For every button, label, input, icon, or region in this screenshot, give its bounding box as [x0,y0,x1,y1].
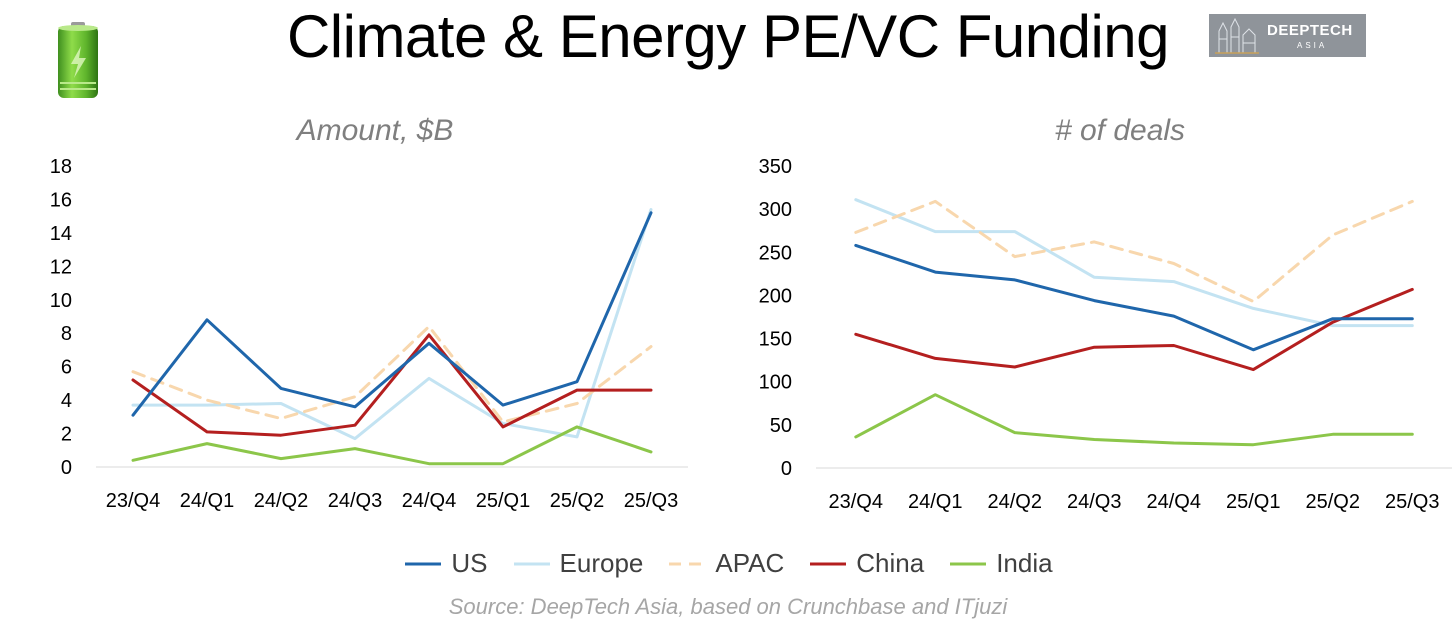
series-line-china [854,287,1414,372]
deeptech-asia-logo: DEEPTECH ASIA [1209,14,1366,57]
legend-item-apac: APAC [667,548,784,579]
legend-swatch [950,562,987,565]
logo-title: DEEPTECH [1267,22,1353,39]
legend-label: APAC [715,548,785,578]
deals-line-chart: 0 50 100 150 200 250 300 350 23/Q4 24/Q1 24/Q2 24/Q… [759,156,1452,513]
x-tick-label: 24/Q3 [328,490,382,512]
deals-chart-subtitle: # of deals [1054,114,1186,147]
skyline-icon [1215,17,1259,54]
y-tick-label: 16 [50,189,72,211]
x-tick-label: 24/Q2 [988,491,1042,513]
legend-item-china: China [808,548,924,579]
x-tick-label: 23/Q4 [106,490,160,512]
amount-chart-subtitle: Amount, $B [296,114,454,147]
x-tick-label: 24/Q3 [1067,491,1121,513]
x-tick-label: 24/Q1 [908,491,962,513]
legend-label: India [996,548,1053,578]
source-note: Source: DeepTech Asia, based on Crunchba… [448,594,1008,619]
x-tick-label: 24/Q4 [1147,491,1201,513]
y-tick-label: 4 [61,390,72,412]
series-line-us [854,243,1414,352]
series-line-india [854,393,1414,447]
legend-item-us: US [403,548,488,579]
y-tick-label: 14 [50,223,72,245]
y-tick-label: 150 [759,329,792,351]
x-tick-label: 25/Q3 [624,490,678,512]
x-tick-label: 25/Q2 [1306,491,1360,513]
y-tick-label: 200 [759,285,792,307]
series-line-apac [131,325,653,424]
y-tick-label: 6 [61,357,72,379]
legend-label: Europe [559,548,644,578]
series-line-apac [854,199,1414,303]
y-tick-label: 350 [759,156,792,178]
series-line-europe [854,198,1414,328]
x-tick-label: 25/Q1 [1226,491,1280,513]
legend-label: China [856,548,925,578]
amount-line-chart: 0 2 4 6 8 10 12 14 16 18 23/Q4 24/Q1 24/Q2 24/Q3 24/Q4… [50,156,688,512]
x-tick-label: 25/Q2 [550,490,604,512]
page-title: Climate & Energy PE/VC Funding [286,3,1170,70]
y-tick-label: 18 [50,156,72,178]
series-line-china [131,333,653,437]
legend-swatch [513,562,550,565]
y-tick-label: 300 [759,199,792,221]
y-tick-label: 250 [759,242,792,264]
y-tick-label: 50 [770,415,792,437]
battery-icon [56,22,100,105]
legend-swatch [405,562,442,565]
x-tick-label: 23/Q4 [829,491,883,513]
series-line-india [131,425,653,466]
y-tick-label: 100 [759,372,792,394]
x-tick-label: 24/Q1 [180,490,234,512]
y-tick-label: 0 [781,458,792,480]
x-tick-label: 24/Q4 [402,490,456,512]
legend-swatch [669,562,706,565]
y-tick-label: 12 [50,256,72,278]
legend-label: US [451,548,488,578]
y-tick-label: 0 [61,457,72,479]
legend-item-india: India [948,548,1053,579]
y-tick-label: 10 [50,290,72,312]
x-tick-label: 25/Q1 [476,490,530,512]
x-tick-label: 25/Q3 [1385,491,1439,513]
x-tick-label: 24/Q2 [254,490,308,512]
logo-subtitle: ASIA [1297,41,1328,50]
y-tick-label: 8 [61,323,72,345]
legend-swatch [810,562,847,565]
chart-legend: US Europe APAC China India [0,548,1456,579]
legend-item-europe: Europe [512,548,644,579]
y-tick-label: 2 [61,424,72,446]
series-line-us [131,211,653,417]
